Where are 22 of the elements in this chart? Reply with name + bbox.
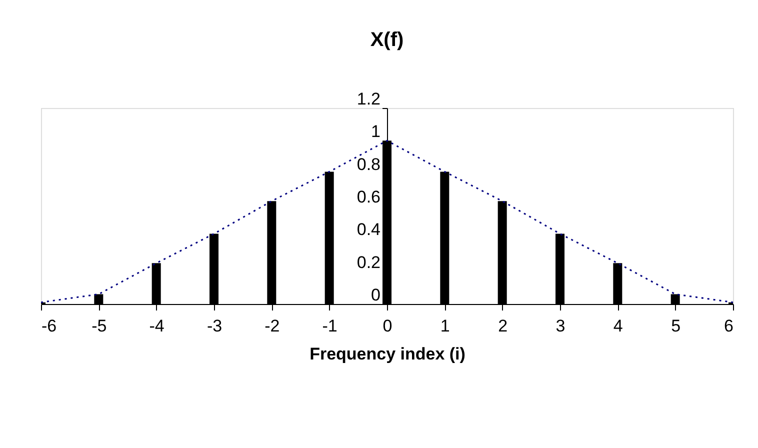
x-tick-label: 0 — [382, 316, 392, 336]
x-tick-label: -5 — [92, 316, 107, 336]
x-tick-label: 5 — [671, 316, 681, 336]
x-tick-label: -3 — [206, 316, 222, 336]
x-tick-label: -6 — [42, 316, 57, 336]
x-tick-label: 3 — [556, 316, 566, 336]
y-tick-label: 0.4 — [356, 220, 380, 240]
y-tick-label: 1 — [371, 122, 380, 142]
x-tick-label: 2 — [498, 316, 508, 336]
x-tick-label: 4 — [613, 316, 623, 336]
y-tick-label: 0 — [371, 286, 380, 304]
y-tick-label: 0.6 — [356, 188, 380, 206]
x-tick-label: -2 — [264, 316, 280, 336]
x-tick-label: 1 — [440, 316, 450, 336]
chart-title: X(f) — [370, 29, 404, 51]
x-axis-title: Frequency index (i) — [310, 344, 466, 364]
y-tick-label: 0.8 — [356, 154, 380, 174]
y-tick-label: 1.2 — [356, 90, 380, 108]
x-tick-label: -4 — [149, 316, 164, 336]
x-tick-label: 6 — [724, 316, 734, 336]
y-tick-label: 0.2 — [356, 252, 380, 272]
x-tick-label: -1 — [322, 316, 338, 336]
